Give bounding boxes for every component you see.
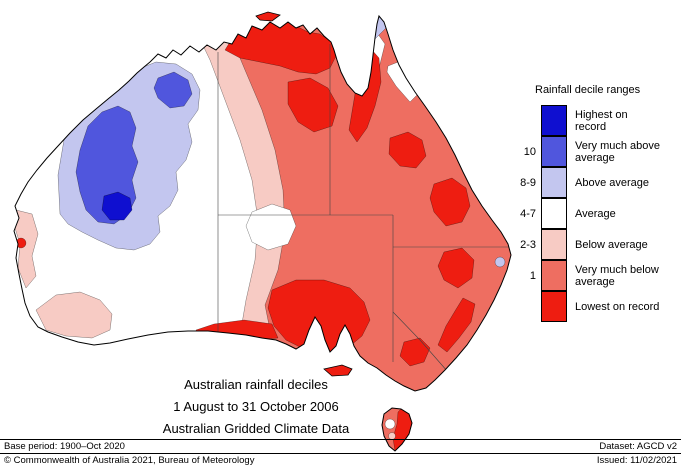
region-lowest-nsw-north (437, 247, 475, 289)
kangaroo-island (323, 364, 353, 377)
region-lowest-vic (399, 337, 431, 367)
legend-number: 1 (529, 269, 536, 282)
legend-row-highest-on-record: Highest on record (509, 105, 679, 136)
legend-label: Average (575, 207, 616, 220)
legend-title: Rainfall decile ranges (535, 84, 641, 96)
legend-row-above-average: 8-9 Above average (509, 167, 679, 198)
legend-number: 8-9 (520, 176, 536, 189)
legend-row-average: 4-7 Average (509, 198, 679, 229)
legend-swatch-highest-on-record (541, 105, 567, 136)
region-highest-on-record (101, 191, 133, 221)
legend-label: Below average (575, 238, 648, 251)
region-lowest-nt-centre (287, 77, 339, 133)
legend-number: 10 (523, 145, 536, 158)
map-data-source: Australian Gridded Climate Data (162, 421, 350, 436)
dataset-text: Dataset: AGCD v2 (599, 441, 677, 452)
legend-row-very-much-above: 10 Very much above average (509, 136, 679, 167)
footer: Base period: 1900–Oct 2020 Dataset: AGCD… (0, 439, 681, 467)
base-period-text: Base period: 1900–Oct 2020 (4, 441, 125, 452)
map-period: 1 August to 31 October 2006 (173, 399, 339, 414)
legend-label: Above average (575, 176, 649, 189)
copyright-text: © Commonwealth of Australia 2021, Bureau… (4, 455, 255, 466)
legend-swatch-lowest-on-record (541, 291, 567, 322)
legend-swatch-very-much-above (541, 136, 567, 167)
legend-label: Highest on record (575, 108, 628, 133)
legend-swatch-average (541, 198, 567, 229)
melville-island (255, 11, 281, 22)
legend-rows: Highest on record 10 Very much above ave… (509, 105, 679, 322)
legend-row-below-average: 2-3 Below average (509, 229, 679, 260)
legend-number: 2-3 (520, 238, 536, 251)
legend-row-lowest-on-record: Lowest on record (509, 291, 679, 322)
legend-number: 4-7 (520, 207, 536, 220)
map-title: Australian rainfall deciles (184, 377, 328, 392)
region-lowest-qld-2 (429, 177, 471, 227)
legend-label: Very much below average (575, 263, 659, 288)
region-very-much-above-average-north (153, 71, 193, 109)
legend-label: Lowest on record (575, 300, 660, 313)
legend-label: Very much above average (575, 139, 660, 164)
legend-row-very-much-below: 1 Very much below average (509, 260, 679, 291)
region-lowest-gulf-streak (348, 49, 382, 143)
region-below-average-west-coast (14, 209, 39, 289)
footer-row-copyright: © Commonwealth of Australia 2021, Bureau… (0, 454, 681, 467)
map-title-block: Australian rainfall deciles 1 August to … (106, 374, 406, 440)
issued-text: Issued: 11/02/2021 (596, 455, 677, 466)
footer-row-meta: Base period: 1900–Oct 2020 Dataset: AGCD… (0, 439, 681, 454)
region-above-average-coast-speck (494, 256, 506, 268)
legend-swatch-above-average (541, 167, 567, 198)
region-below-average-southwest (35, 291, 113, 339)
state-borders (217, 44, 509, 373)
legend-swatch-below-average (541, 229, 567, 260)
region-lowest-qld-1 (388, 131, 427, 169)
region-lowest-nsw-se (437, 297, 476, 353)
legend: Rainfall decile ranges Highest on record… (509, 84, 679, 322)
region-average-centre (245, 203, 297, 251)
legend-swatch-very-much-below (541, 260, 567, 291)
tas-average-pocket (384, 418, 396, 430)
